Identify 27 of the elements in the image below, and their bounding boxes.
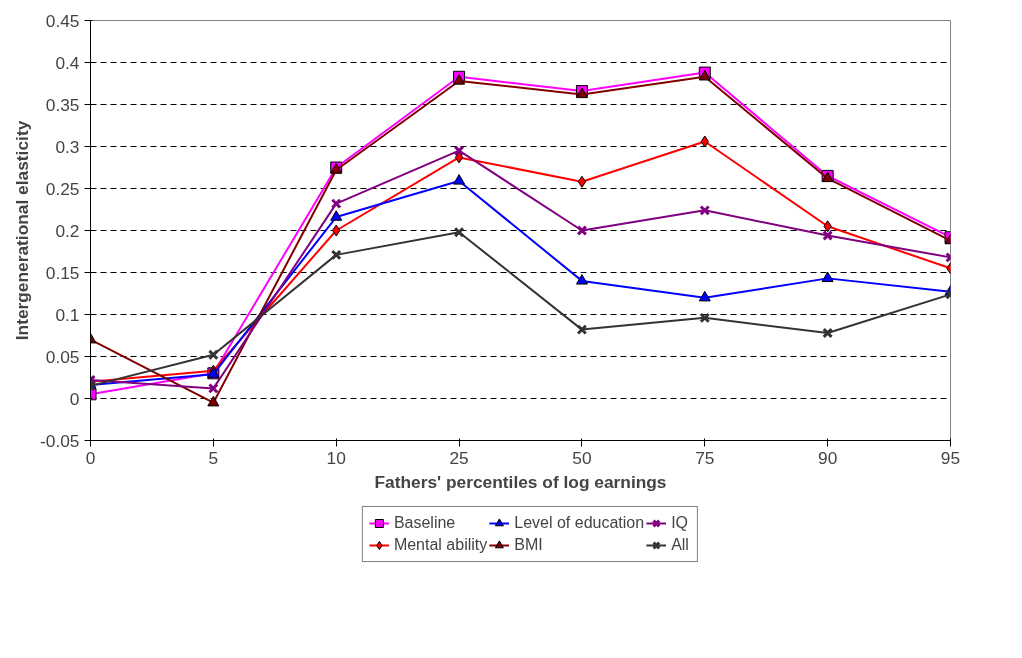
x-tick-label: 50 [572,447,592,468]
legend-label: Level of education [514,514,645,532]
x-tick-label: 75 [695,447,715,468]
x-axis-title: Fathers' percentiles of log earnings [374,471,667,492]
y-tick-label: 0.05 [45,346,80,367]
y-tick-label: 0.45 [45,10,80,31]
x-tick-label: 5 [208,447,219,468]
y-tick-label: 0.1 [55,304,80,325]
y-tick-label: 0.2 [55,220,80,241]
y-tick-label: 0.4 [55,52,80,73]
y-axis-title: Intergenerational elasticity [12,120,32,341]
legend-label: Baseline [393,514,456,532]
legend-label: IQ [671,514,689,532]
x-tick-label: 95 [940,447,961,468]
legend-label: Mental ability [393,536,488,554]
y-tick-label: 0.15 [45,262,80,283]
legend-label: BMI [514,536,543,554]
x-tick-label: 0 [85,447,96,468]
x-tick-label: 10 [326,447,346,468]
y-tick-label: 0 [69,388,80,409]
y-tick-label: 0.3 [55,136,80,157]
legend-label: All [671,536,690,554]
x-tick-label: 25 [449,447,469,468]
y-tick-label: 0.35 [45,94,80,115]
x-tick-label: 90 [818,447,838,468]
y-tick-label: -0.05 [40,430,80,451]
y-tick-label: 0.25 [45,178,80,199]
